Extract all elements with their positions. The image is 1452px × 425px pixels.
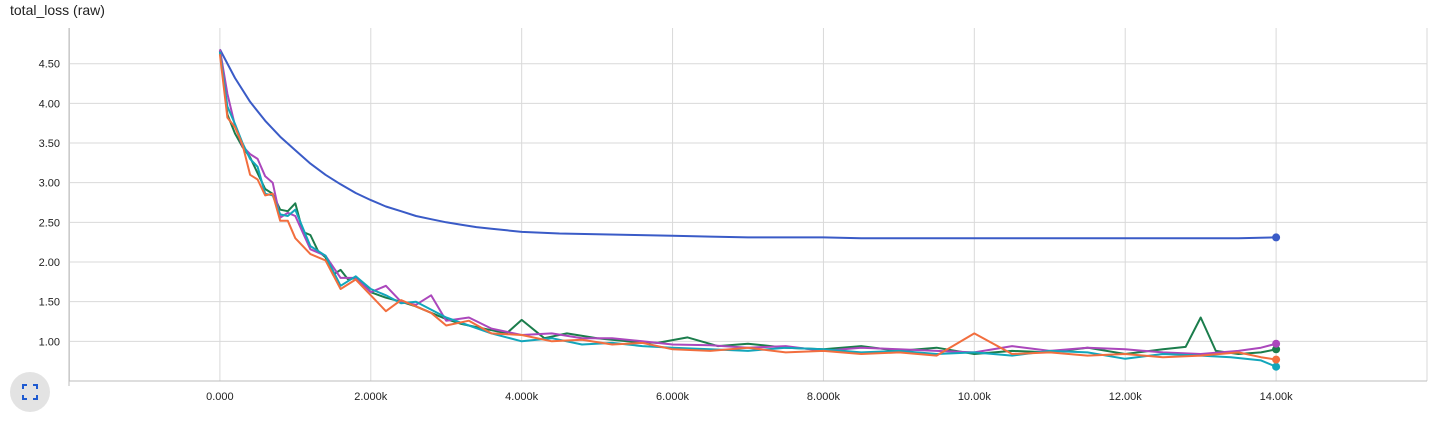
series-end-marker-3 bbox=[1272, 339, 1281, 348]
series-end-marker-4 bbox=[1272, 362, 1281, 371]
chart-title: total_loss (raw) bbox=[10, 2, 105, 18]
series-line-1 bbox=[219, 48, 1277, 240]
y-tick-label: 4.50 bbox=[39, 59, 60, 71]
x-tick-label: 4.000k bbox=[505, 391, 539, 403]
y-tick-label: 3.00 bbox=[39, 178, 60, 190]
y-tick-label: 2.50 bbox=[39, 217, 60, 229]
x-tick-label: 12.00k bbox=[1109, 391, 1143, 403]
series-end-marker-1 bbox=[1272, 233, 1281, 242]
x-tick-label: 6.000k bbox=[656, 391, 690, 403]
series-line-5 bbox=[218, 54, 1277, 361]
y-tick-label: 4.00 bbox=[39, 98, 60, 110]
series-line-4 bbox=[218, 51, 1277, 368]
series-end-marker-2 bbox=[1272, 345, 1281, 354]
y-tick-label: 1.00 bbox=[39, 336, 60, 348]
series-line-3 bbox=[218, 49, 1277, 355]
fullscreen-icon bbox=[22, 384, 38, 400]
x-tick-label: 2.000k bbox=[354, 391, 388, 403]
y-tick-label: 3.50 bbox=[39, 138, 60, 150]
x-tick-label: 8.000k bbox=[807, 391, 841, 403]
expand-chart-button[interactable] bbox=[10, 372, 50, 412]
series-end-marker-5 bbox=[1272, 355, 1281, 364]
x-tick-label: 14.00k bbox=[1260, 391, 1294, 403]
x-tick-label: 10.00k bbox=[958, 391, 992, 403]
y-tick-label: 1.50 bbox=[39, 297, 60, 309]
x-tick-label: 0.000 bbox=[206, 391, 234, 403]
y-tick-label: 2.00 bbox=[39, 257, 60, 269]
